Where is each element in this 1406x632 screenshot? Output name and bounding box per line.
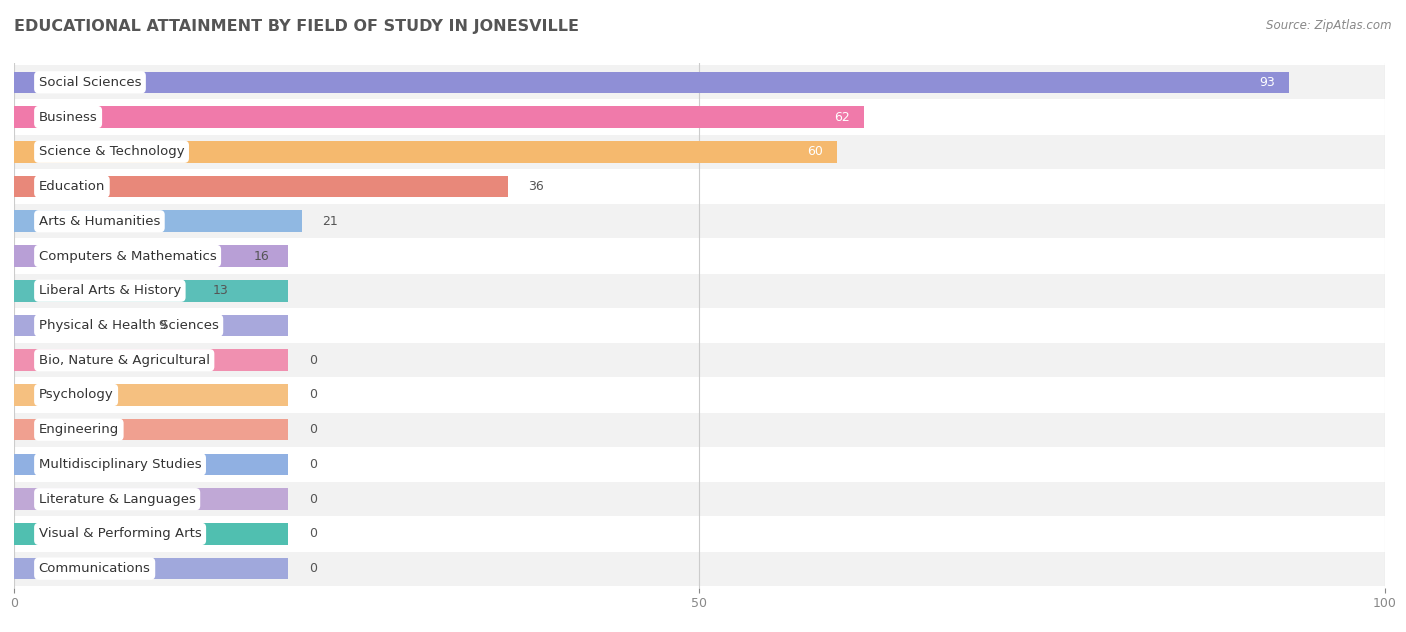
Bar [14,308,1385,343]
Text: Arts & Humanities: Arts & Humanities [39,215,160,228]
Bar [14,65,1385,99]
Bar [14,419,288,441]
Bar [14,447,1385,482]
Bar [14,343,1385,377]
Text: Literature & Languages: Literature & Languages [39,493,195,506]
Text: Engineering: Engineering [39,423,120,436]
Circle shape [6,142,14,162]
Circle shape [6,524,14,544]
Bar [14,71,1289,93]
Circle shape [6,351,14,370]
Bar [14,141,837,162]
Circle shape [6,246,14,265]
Circle shape [6,420,14,439]
Bar [14,517,1385,551]
Bar [14,552,1385,586]
Text: Liberal Arts & History: Liberal Arts & History [39,284,181,297]
Text: Source: ZipAtlas.com: Source: ZipAtlas.com [1267,19,1392,32]
Text: Visual & Performing Arts: Visual & Performing Arts [39,528,201,540]
Text: 0: 0 [309,354,316,367]
Bar [14,245,288,267]
Text: 0: 0 [309,493,316,506]
Bar [14,274,1385,308]
Circle shape [6,281,14,300]
Circle shape [6,559,14,578]
Text: Education: Education [39,180,105,193]
Circle shape [6,107,14,127]
Text: 36: 36 [529,180,544,193]
Circle shape [6,73,14,92]
Text: Bio, Nature & Agricultural: Bio, Nature & Agricultural [39,354,209,367]
Text: 0: 0 [309,389,316,401]
Text: Communications: Communications [39,562,150,575]
Text: Business: Business [39,111,97,123]
Bar [14,454,288,475]
Bar [14,482,1385,516]
Text: 9: 9 [157,319,166,332]
Text: Multidisciplinary Studies: Multidisciplinary Studies [39,458,201,471]
Circle shape [6,177,14,197]
Text: 0: 0 [309,423,316,436]
Text: 62: 62 [835,111,851,123]
Text: Science & Technology: Science & Technology [39,145,184,158]
Bar [14,558,288,580]
Circle shape [6,386,14,404]
Bar [14,210,302,232]
Text: Psychology: Psychology [39,389,114,401]
Bar [14,384,288,406]
Bar [14,523,288,545]
Text: 0: 0 [309,562,316,575]
Bar [14,106,863,128]
Circle shape [6,489,14,509]
Text: 21: 21 [322,215,339,228]
Bar [14,413,1385,447]
Bar [14,100,1385,134]
Circle shape [6,454,14,474]
Text: Computers & Mathematics: Computers & Mathematics [39,250,217,262]
Text: 16: 16 [254,250,270,262]
Circle shape [6,316,14,335]
Text: EDUCATIONAL ATTAINMENT BY FIELD OF STUDY IN JONESVILLE: EDUCATIONAL ATTAINMENT BY FIELD OF STUDY… [14,19,579,34]
Text: 0: 0 [309,528,316,540]
Text: 60: 60 [807,145,823,158]
Bar [14,315,288,336]
Bar [14,169,1385,204]
Text: 93: 93 [1260,76,1275,89]
Text: 13: 13 [212,284,229,297]
Bar [14,135,1385,169]
Circle shape [6,212,14,231]
Text: Physical & Health Sciences: Physical & Health Sciences [39,319,218,332]
Bar [14,378,1385,412]
Text: 0: 0 [309,458,316,471]
Bar [14,176,508,197]
Bar [14,204,1385,238]
Bar [14,349,288,371]
Bar [14,239,1385,273]
Text: Social Sciences: Social Sciences [39,76,141,89]
Bar [14,489,288,510]
Bar [14,280,288,301]
